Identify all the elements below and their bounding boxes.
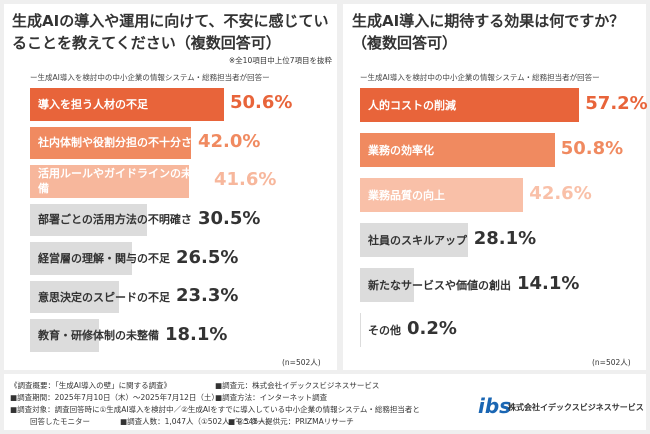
bar bbox=[360, 313, 361, 347]
company: 株式会社イデックスビジネスサービス bbox=[508, 403, 644, 412]
note: ※全10項目中上位7項目を抜粋 bbox=[228, 56, 332, 65]
bar-label: 導入を担う人材の不足 bbox=[38, 97, 148, 111]
sample-size: (n=502人) bbox=[592, 358, 631, 367]
bar bbox=[360, 268, 415, 302]
value-label: 23.3% bbox=[176, 285, 239, 307]
logo: ibs bbox=[478, 394, 512, 418]
bar-label: 部署ごとの活用方法の不明確さ bbox=[38, 213, 192, 227]
bar bbox=[30, 88, 224, 121]
bar-label: 社内体制や役割分担の不十分さ bbox=[38, 136, 192, 150]
bar bbox=[30, 165, 190, 198]
bar-label: 人的コストの削減 bbox=[368, 98, 456, 112]
bar-label: 経営層の理解・関与の不足 bbox=[38, 252, 170, 266]
footer-text: 回答したモニター bbox=[30, 417, 90, 426]
footer-text: ■調査方法：インターネット調査 bbox=[215, 393, 328, 402]
bar-label: 教育・研修体制の未整備 bbox=[38, 329, 159, 343]
bar bbox=[360, 178, 524, 212]
subtitle: ー生成AI導入を検討中の中小企業の情報システム・総務担当者が回答ー bbox=[360, 73, 600, 82]
value-label: 28.1% bbox=[473, 228, 537, 249]
bar-label: 社員のスキルアップ bbox=[368, 233, 467, 247]
value-label: 41.6% bbox=[214, 169, 277, 191]
value-label: 0.2% bbox=[407, 318, 457, 339]
bar bbox=[360, 88, 580, 122]
footer-panel bbox=[4, 374, 646, 430]
bar bbox=[30, 126, 191, 160]
value-label: 18.1% bbox=[165, 323, 228, 345]
bar-label: 業務の効率化 bbox=[368, 143, 434, 157]
bar-label: 業務品質の向上 bbox=[368, 188, 445, 202]
bar-label: 新たなサービスや価値の創出 bbox=[368, 278, 511, 292]
footer-text: ■調査人数：1,047人（①502人／②545人） bbox=[120, 417, 274, 426]
bar-label: 意思決定のスピードの不足 bbox=[38, 290, 170, 304]
footer-text: ■調査期間：2025年7月10日（木）〜2025年7月12日（土） bbox=[10, 393, 219, 402]
bar bbox=[30, 242, 132, 275]
value-label: 50.8% bbox=[560, 138, 624, 159]
bar bbox=[30, 319, 100, 352]
footer-text: ■モニター提供元：PRIZMAリサーチ bbox=[228, 417, 354, 426]
footer-text: ■調査元：株式会社イデックスビジネスサービス bbox=[215, 381, 380, 390]
chart-title: 生成AIの導入や運用に向けて、不安に感じていることを教えてください（複数回答可） bbox=[12, 12, 329, 52]
value-label: 26.5% bbox=[176, 246, 239, 268]
value-label: 30.5% bbox=[198, 208, 261, 229]
footer-text: 《調査概要：「生成AI導入の壁」に関する調査》 bbox=[10, 381, 172, 390]
bar bbox=[360, 133, 555, 167]
bar bbox=[360, 223, 468, 257]
value-label: 14.1% bbox=[517, 273, 580, 294]
sample-size: (n=502人) bbox=[282, 358, 321, 367]
value-label: 42.0% bbox=[198, 130, 261, 152]
value-label: 42.6% bbox=[529, 183, 592, 204]
footer-text: ■調査対象：調査回答時に①生成AI導入を検討中／②生成AIをすでに導入している中… bbox=[10, 405, 420, 414]
subtitle: ー生成AI導入を検討中の中小企業の情報システム・総務担当者が回答ー bbox=[30, 73, 270, 82]
bar-label: 活用ルールやガイドラインの未整備 bbox=[38, 167, 203, 196]
bar bbox=[30, 280, 120, 314]
value-label: 57.2% bbox=[585, 93, 648, 114]
bar bbox=[30, 203, 147, 237]
chart-title: 生成AI導入に期待する効果は何ですか？（複数回答可） bbox=[352, 12, 625, 52]
bar-label: その他 bbox=[368, 323, 401, 337]
value-label: 50.6% bbox=[229, 92, 293, 114]
